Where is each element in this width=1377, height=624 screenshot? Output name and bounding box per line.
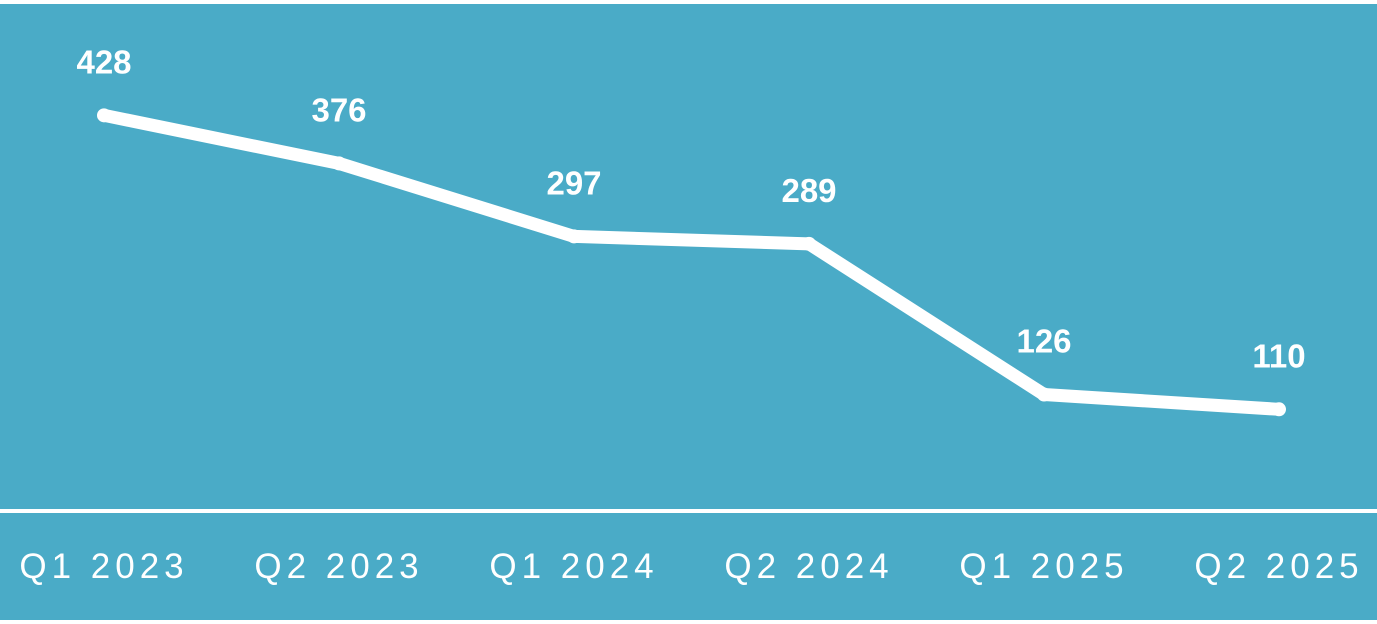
data-label: 376 xyxy=(311,91,366,128)
data-points xyxy=(97,108,1286,417)
data-point xyxy=(1272,402,1286,417)
x-tick-label: Q1 2025 xyxy=(959,547,1128,586)
data-label: 289 xyxy=(781,172,836,209)
data-point xyxy=(1037,387,1051,402)
data-point xyxy=(332,156,346,171)
x-tick-label: Q1 2023 xyxy=(19,547,188,586)
data-point xyxy=(567,229,581,244)
data-label: 428 xyxy=(76,43,131,80)
chart-background xyxy=(0,4,1377,620)
data-point xyxy=(802,236,816,251)
x-tick-label: Q1 2024 xyxy=(489,547,658,586)
data-label: 126 xyxy=(1016,323,1071,360)
series-line xyxy=(97,108,1286,416)
data-label: 110 xyxy=(1252,337,1305,374)
x-tick-label: Q2 2025 xyxy=(1194,547,1363,586)
x-tick-label: Q2 2024 xyxy=(724,547,893,586)
x-axis-tick-labels: Q1 2023 Q2 2023 Q1 2024 Q2 2024 Q1 2025 Q2 20… xyxy=(19,547,1363,586)
data-labels: 428 376 297 289 126 110 xyxy=(76,43,1305,374)
data-point xyxy=(97,108,111,123)
drop-lines xyxy=(103,115,1280,509)
x-tick-label: Q2 2023 xyxy=(254,547,423,586)
data-label: 297 xyxy=(546,164,601,201)
